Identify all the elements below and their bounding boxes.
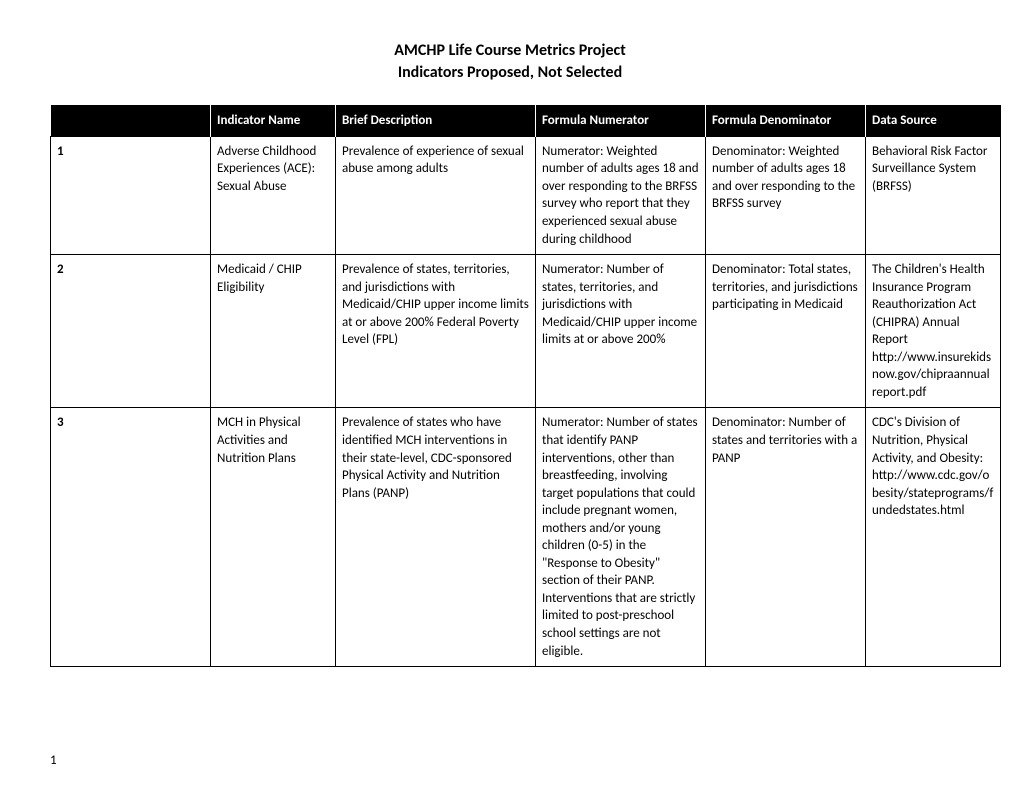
header-data-source: Data Source bbox=[866, 105, 1001, 137]
cell-indicator-name: MCH in Physical Activities and Nutrition… bbox=[211, 408, 336, 667]
cell-indicator-name: Adverse Childhood Experiences (ACE): Sex… bbox=[211, 136, 336, 254]
header-formula-denominator: Formula Denominator bbox=[706, 105, 866, 137]
cell-data-source: The Children's Health Insurance Program … bbox=[866, 255, 1001, 408]
header-indicator-name: Indicator Name bbox=[211, 105, 336, 137]
cell-brief-description: Prevalence of states who have identified… bbox=[336, 408, 536, 667]
cell-num: 2 bbox=[51, 255, 211, 408]
cell-formula-numerator: Numerator: Number of states, territories… bbox=[536, 255, 706, 408]
document-title-block: AMCHP Life Course Metrics Project Indica… bbox=[50, 40, 970, 85]
table-row: 1 Adverse Childhood Experiences (ACE): S… bbox=[51, 136, 1001, 254]
indicators-table: Indicator Name Brief Description Formula… bbox=[50, 105, 1001, 667]
cell-num: 1 bbox=[51, 136, 211, 254]
cell-formula-denominator: Denominator: Total states, territories, … bbox=[706, 255, 866, 408]
cell-brief-description: Prevalence of experience of sexual abuse… bbox=[336, 136, 536, 254]
header-formula-numerator: Formula Numerator bbox=[536, 105, 706, 137]
header-brief-description: Brief Description bbox=[336, 105, 536, 137]
table-row: 2 Medicaid / CHIP Eligibility Prevalence… bbox=[51, 255, 1001, 408]
cell-brief-description: Prevalence of states, territories, and j… bbox=[336, 255, 536, 408]
title-line-1: AMCHP Life Course Metrics Project bbox=[50, 40, 970, 62]
cell-formula-denominator: Denominator: Weighted number of adults a… bbox=[706, 136, 866, 254]
table-row: 3 MCH in Physical Activities and Nutriti… bbox=[51, 408, 1001, 667]
cell-data-source: CDC's Division of Nutrition, Physical Ac… bbox=[866, 408, 1001, 667]
table-header-row: Indicator Name Brief Description Formula… bbox=[51, 105, 1001, 137]
page-number: 1 bbox=[50, 753, 57, 768]
cell-num: 3 bbox=[51, 408, 211, 667]
cell-formula-denominator: Denominator: Number of states and territ… bbox=[706, 408, 866, 667]
title-line-2: Indicators Proposed, Not Selected bbox=[50, 62, 970, 84]
header-num bbox=[51, 105, 211, 137]
cell-formula-numerator: Numerator: Weighted number of adults age… bbox=[536, 136, 706, 254]
cell-indicator-name: Medicaid / CHIP Eligibility bbox=[211, 255, 336, 408]
cell-formula-numerator: Numerator: Number of states that identif… bbox=[536, 408, 706, 667]
cell-data-source: Behavioral Risk Factor Surveillance Syst… bbox=[866, 136, 1001, 254]
